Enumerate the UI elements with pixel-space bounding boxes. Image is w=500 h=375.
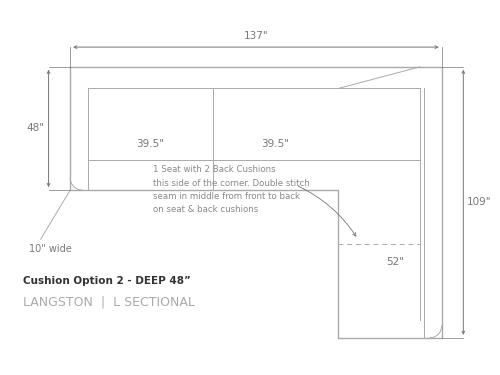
Text: LANGSTON  |  L SECTIONAL: LANGSTON | L SECTIONAL [23, 295, 195, 308]
Text: 39.5": 39.5" [136, 139, 164, 149]
Text: 1 Seat with 2 Back Cushions
this side of the corner. Double stitch
seam in middl: 1 Seat with 2 Back Cushions this side of… [153, 165, 310, 214]
Text: 48": 48" [26, 123, 44, 134]
Text: 39.5": 39.5" [262, 139, 289, 149]
Text: 10" wide: 10" wide [29, 244, 72, 254]
Text: 137": 137" [244, 31, 268, 41]
Text: Cushion Option 2 - DEEP 48”: Cushion Option 2 - DEEP 48” [23, 276, 191, 285]
Text: 109": 109" [468, 197, 492, 207]
Text: 52": 52" [386, 257, 404, 267]
